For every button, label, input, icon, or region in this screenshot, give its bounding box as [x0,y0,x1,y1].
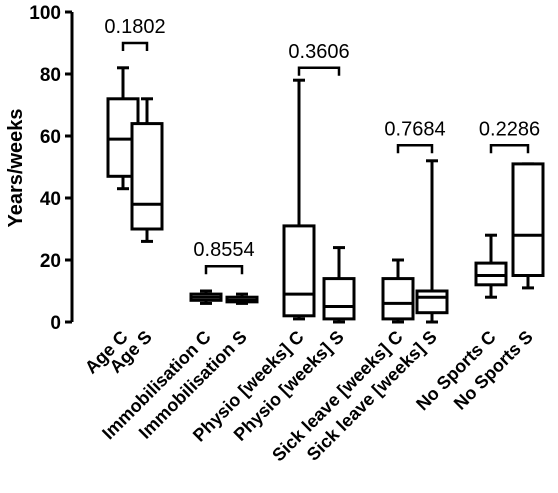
p-value-label: 0.3606 [288,41,349,63]
p-value-label: 0.2286 [479,118,540,140]
comparison-bracket: 0.1802 [104,16,166,51]
y-axis: 0 20 40 60 80 100 [29,3,74,334]
iqr-box [474,261,508,287]
comparison-bracket: 0.2286 [479,118,540,154]
y-tick-label: 0 [50,313,61,334]
box-10 [511,162,545,290]
iqr-box [322,277,356,321]
p-value-label: 0.7684 [384,118,445,140]
box-7 [381,258,415,324]
iqr-box [282,224,316,318]
box-3 [189,289,223,305]
iqr-box [381,277,415,321]
y-tick-label: 40 [40,189,61,210]
bracket-line [204,264,244,275]
p-value-label: 0.8554 [193,239,254,261]
iqr-box [511,162,545,277]
y-tick-label: 80 [40,65,61,86]
box-series [106,66,545,324]
comparison-bracket: 0.8554 [193,239,255,275]
bracket-line [489,144,530,154]
box-5 [282,78,316,321]
box-9 [474,233,508,299]
iqr-box [415,289,449,315]
box-2 [130,97,164,243]
box-4 [225,292,259,305]
y-axis-label: Years/weeks [5,109,27,228]
y-tick-label: 100 [29,3,61,24]
box-6 [322,246,356,324]
comparison-brackets: 0.1802 0.8554 0.3606 0.7684 0.2286 [104,16,540,275]
y-tick-label: 20 [40,251,61,272]
box-8 [415,159,449,324]
p-value-label: 0.1802 [104,16,165,38]
iqr-box [130,122,164,231]
bracket-line [121,41,149,51]
bracket-line [297,66,341,76]
comparison-bracket: 0.3606 [288,41,350,76]
comparison-bracket: 0.7684 [384,118,446,154]
y-tick-label: 60 [40,127,61,148]
bracket-line [396,144,434,154]
